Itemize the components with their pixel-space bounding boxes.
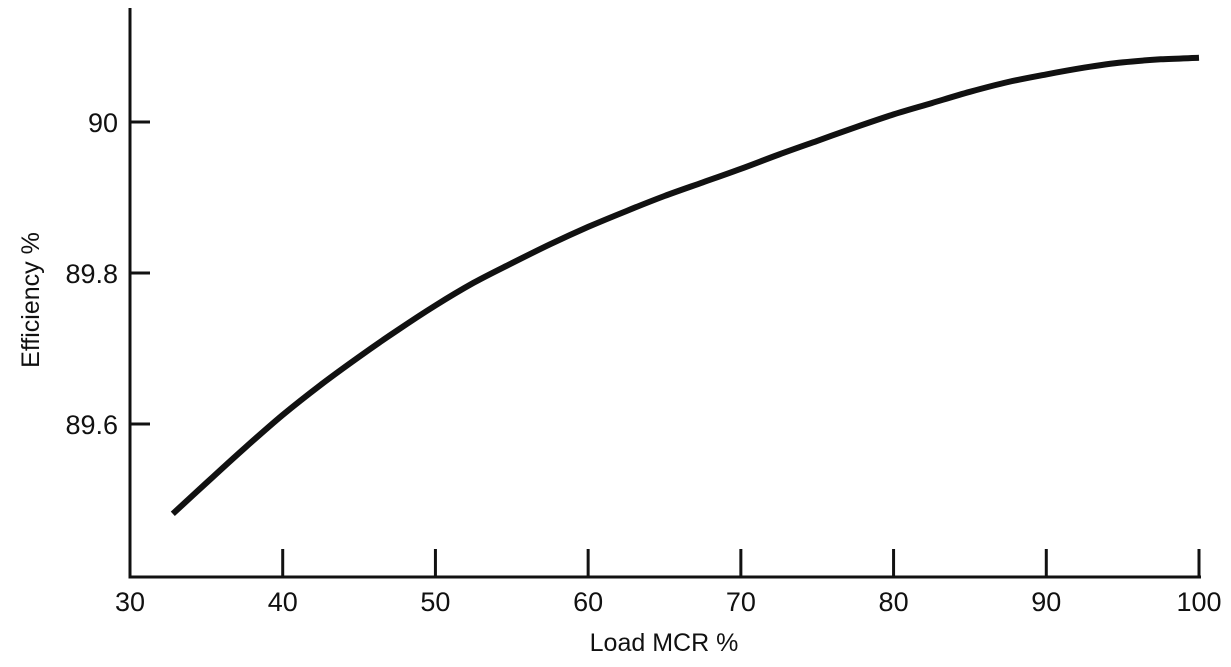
series-layer (170, 54, 1200, 517)
y-axis-title: Efficiency % (17, 232, 45, 368)
x-tick-label: 50 (420, 587, 450, 617)
y-tick-label: 90 (88, 108, 118, 138)
x-tick-label: 60 (573, 587, 603, 617)
efficiency-curve (170, 54, 1200, 517)
x-tick-label: 90 (1031, 587, 1061, 617)
x-tick-label: 40 (268, 587, 298, 617)
x-tick-label: 80 (879, 587, 909, 617)
x-axis-title: Load MCR % (590, 629, 739, 657)
y-tick-group: 89.6 89.8 90 (65, 108, 150, 440)
y-tick-label: 89.6 (65, 410, 118, 440)
x-tick-label: 100 (1176, 587, 1221, 617)
x-tick-group: 30 40 50 60 70 80 90 100 (115, 549, 1222, 617)
x-tick-label: 30 (115, 587, 145, 617)
x-tick-label: 70 (726, 587, 756, 617)
y-tick-label: 89.8 (65, 259, 118, 289)
